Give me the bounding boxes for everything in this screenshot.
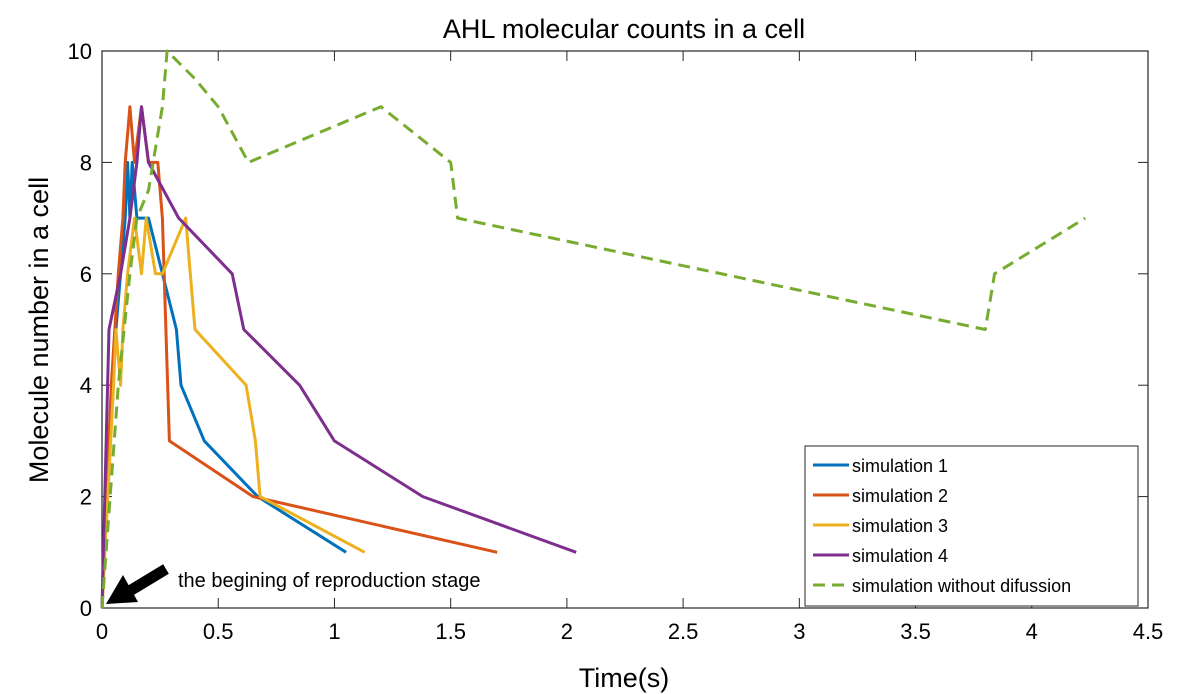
x-tick-label: 4.5 <box>1133 619 1164 644</box>
series-line-2 <box>100 105 498 609</box>
x-tick-label: 4 <box>1026 619 1038 644</box>
legend: simulation 1 simulation 2 simulation 3 simu… <box>804 445 1139 607</box>
annotation-arrow-head <box>106 575 138 604</box>
x-tick-label: 3.5 <box>900 619 931 644</box>
annotation-arrow-shaft <box>125 564 169 597</box>
series-line-1 <box>100 160 347 609</box>
legend-label: simulation without difussion <box>852 576 1071 596</box>
legend-box <box>804 445 1139 607</box>
x-tick-label: 3 <box>793 619 805 644</box>
x-tick-label: 0.5 <box>203 619 234 644</box>
x-tick-label: 1.5 <box>435 619 466 644</box>
legend-label: simulation 4 <box>852 546 948 566</box>
y-tick-label: 10 <box>68 39 92 64</box>
y-tick-label: 4 <box>80 373 92 398</box>
x-tick-label: 2 <box>561 619 573 644</box>
legend-label: simulation 1 <box>852 456 948 476</box>
annotation-text: the begining of reproduction stage <box>178 570 480 592</box>
chart-title: AHL molecular counts in a cell <box>443 14 805 44</box>
y-tick-label: 2 <box>80 485 92 510</box>
annotation: the begining of reproduction stage <box>106 564 480 604</box>
series-line-5 <box>100 49 1086 609</box>
x-tick-label: 1 <box>328 619 340 644</box>
axes-box <box>101 50 1149 609</box>
legend-label: simulation 3 <box>852 516 948 536</box>
x-axis-label: Time(s) <box>579 663 669 693</box>
legend-label: simulation 2 <box>852 486 948 506</box>
x-tick-label: 0 <box>96 619 108 644</box>
plot-area: 0 0.5 1 1.5 2 2.5 3 3.5 4 4.5 0 2 4 6 8 10 <box>68 39 1164 644</box>
y-tick-label: 8 <box>80 150 92 175</box>
y-tick-label: 6 <box>80 262 92 287</box>
y-axis-label: Molecule number in a cell <box>24 177 54 483</box>
y-tick-label: 0 <box>80 596 92 621</box>
series-line-4 <box>100 105 577 609</box>
x-tick-label: 2.5 <box>668 619 699 644</box>
